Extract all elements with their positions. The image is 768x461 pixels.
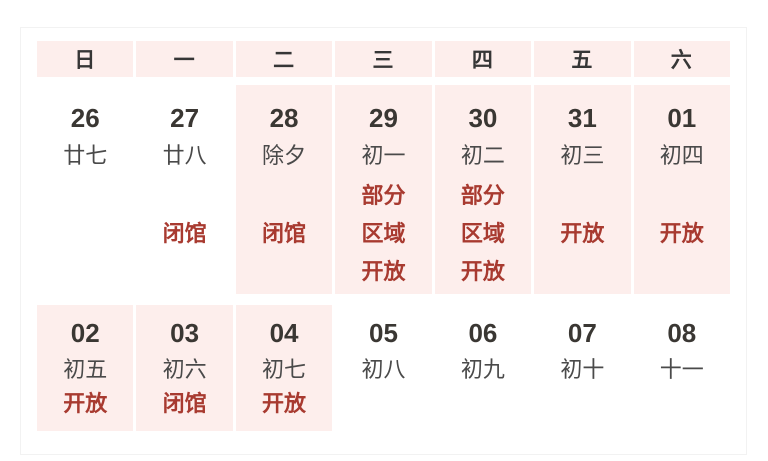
status-label: 开放 [659,221,704,246]
day-cell-29: 29 初一 部分 区域 开放 [335,85,432,294]
status-label [335,389,431,419]
day-number: 31 [567,103,597,133]
status-label: 闭馆 [162,221,207,246]
lunar-day-label: 初一 [361,143,406,168]
status-label: 开放 [560,221,605,246]
day-number: 30 [468,103,498,133]
status-label [634,253,730,291]
status-label [236,253,332,291]
status-label: 区域 [361,221,406,246]
lunar-day-label: 初八 [361,357,406,382]
status-label: 开放 [63,391,108,416]
day-cell-03: 03 初六 闭馆 [136,305,233,431]
day-cell-28: 28 除夕 闭馆 [235,85,333,294]
day-cell-31: 31 初三 开放 [534,85,631,294]
status-label [136,253,232,291]
lunar-day-label: 十一 [659,357,704,382]
day-number: 28 [269,103,299,133]
day-cell-05: 05 初八 [335,305,431,431]
opening-schedule-calendar: 日 一 二 三 四 五 六 26 廿七 27 廿八 闭馆 28 除夕 闭馆 [20,27,747,455]
lunar-day-label: 初四 [659,143,704,168]
lunar-day-label: 初七 [262,357,307,382]
status-label [435,389,531,419]
status-label: 部分 [361,183,406,208]
day-cell-07: 07 初十 [534,305,630,431]
weekday-label-wed: 三 [335,41,432,77]
status-label: 开放 [460,259,505,284]
day-number: 07 [567,318,597,348]
status-label: 区域 [460,221,505,246]
day-number: 27 [170,103,200,133]
status-label: 开放 [361,259,406,284]
weekday-label-thu: 四 [434,41,532,77]
day-number: 08 [667,318,697,348]
status-label [634,177,730,215]
day-cell-30: 30 初二 部分 区域 开放 [434,85,532,294]
lunar-day-label: 初十 [560,357,605,382]
calendar-week-row-1: 26 廿七 27 廿八 闭馆 28 除夕 闭馆 29 初一 部分 区域 开放 [37,85,730,294]
status-label: 闭馆 [262,221,307,246]
weekday-label-fri: 五 [534,41,631,77]
status-label [37,215,133,253]
status-label [534,253,630,291]
lunar-day-label: 廿七 [63,143,108,168]
status-label: 部分 [460,183,505,208]
lunar-day-label: 初二 [460,143,505,168]
day-number: 05 [369,318,398,348]
day-number: 29 [369,103,398,133]
day-cell-26: 26 廿七 [37,85,133,294]
day-cell-27: 27 廿八 闭馆 [136,85,232,294]
day-number: 02 [70,318,100,348]
day-cell-04: 04 初七 开放 [235,305,333,431]
weekday-label-sun: 日 [37,41,134,77]
day-number: 01 [667,103,697,133]
lunar-day-label: 初三 [560,143,605,168]
day-cell-02: 02 初五 开放 [37,305,134,431]
calendar-week-row-2: 02 初五 开放 03 初六 闭馆 04 初七 开放 05 初八 06 初九 0… [37,305,730,431]
day-number: 06 [468,318,498,348]
status-label [634,389,730,419]
lunar-day-label: 除夕 [262,143,307,168]
day-cell-01: 01 初四 开放 [633,85,730,294]
status-label: 闭馆 [162,391,207,416]
day-number: 03 [170,318,200,348]
day-number: 04 [269,318,299,348]
status-label [534,389,630,419]
status-label [534,177,630,215]
weekday-header: 日 一 二 三 四 五 六 [37,41,730,77]
status-label: 开放 [262,391,307,416]
weekday-label-tue: 二 [235,41,333,77]
status-label [37,253,133,291]
lunar-day-label: 初九 [460,357,505,382]
lunar-day-label: 初六 [162,357,207,382]
lunar-day-label: 廿八 [162,143,207,168]
status-label [37,177,133,215]
status-label [136,177,232,215]
day-cell-06: 06 初九 [435,305,531,431]
lunar-day-label: 初五 [63,357,108,382]
weekday-label-mon: 一 [136,41,233,77]
weekday-label-sat: 六 [633,41,730,77]
day-number: 26 [70,103,100,133]
status-label [236,177,332,215]
day-cell-08: 08 十一 [634,305,730,431]
